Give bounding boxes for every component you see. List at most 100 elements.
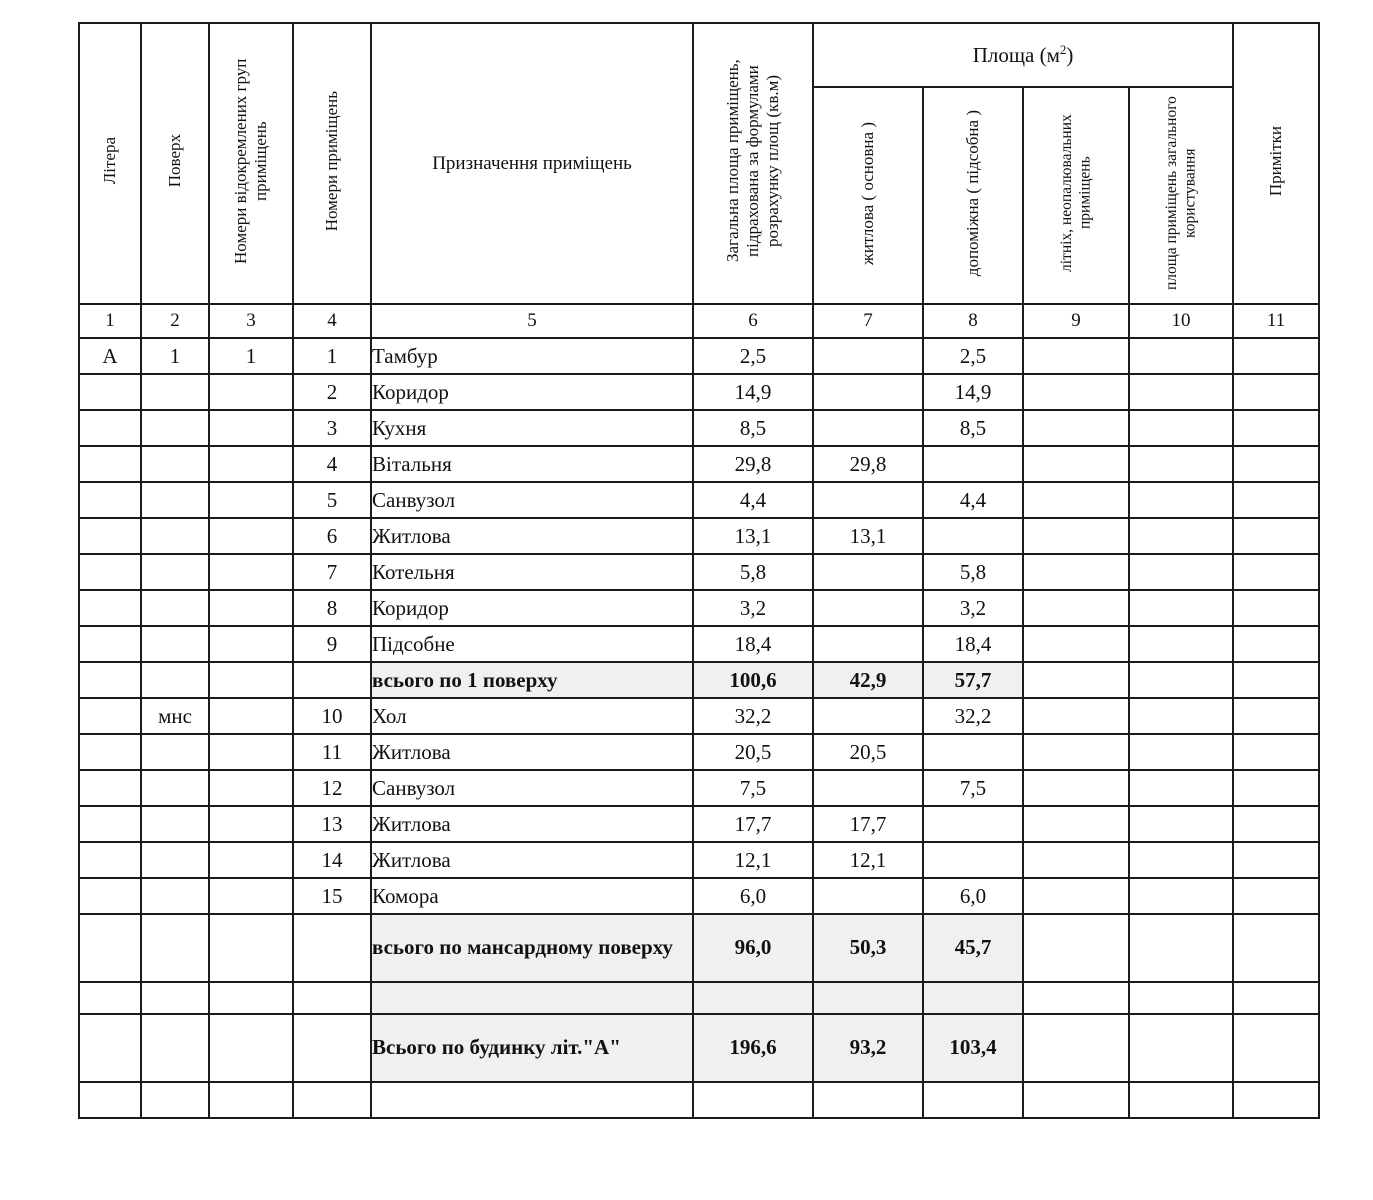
- cell-notes: [1232, 769, 1321, 807]
- header-area-group-sup: 2: [1059, 42, 1067, 57]
- cell-room-num: 6: [292, 517, 372, 555]
- cell-summer: [1022, 805, 1130, 843]
- cell-purpose: Хол: [370, 697, 694, 735]
- cell-living: [812, 981, 924, 1015]
- colnum-7: 7: [812, 303, 924, 339]
- cell-living: [812, 553, 924, 591]
- cell-total-area: 32,2: [692, 697, 814, 735]
- cell-notes: [1232, 517, 1321, 555]
- cell-summer: [1022, 697, 1130, 735]
- cell-total-area: 14,9: [692, 373, 814, 411]
- cell-auxiliary: 14,9: [922, 373, 1024, 411]
- cell-common: [1127, 733, 1235, 771]
- cell-litera: [78, 981, 142, 1015]
- cell-summer: [1022, 913, 1130, 983]
- cell-common: [1127, 337, 1235, 375]
- cell-auxiliary: 18,4: [922, 625, 1024, 663]
- cell-poverh: [140, 553, 210, 591]
- cell-purpose: [370, 981, 694, 1015]
- cell-common: [1127, 481, 1235, 519]
- table-row: 12 Санвузол 7,5 7,5: [78, 769, 1321, 807]
- header-auxiliary-label: допоміжна ( підсобна ): [962, 109, 982, 277]
- cell-auxiliary: 4,4: [922, 481, 1024, 519]
- cell-purpose: всього по мансардному поверху: [370, 913, 694, 983]
- cell-living: [812, 409, 924, 447]
- cell-litera: [78, 661, 142, 699]
- cell-group-num: [208, 877, 294, 915]
- cell-summer: [1022, 769, 1130, 807]
- cell-auxiliary: 3,2: [922, 589, 1024, 627]
- cell-notes: [1232, 337, 1321, 375]
- cell-living: 29,8: [812, 445, 924, 483]
- colnum-2: 2: [140, 303, 210, 339]
- header-total-area: Загальна площа приміщень, підрахована за…: [692, 22, 814, 305]
- cell-notes: [1232, 553, 1321, 591]
- cell-litera: [78, 409, 142, 447]
- cell-room-num: 10: [292, 697, 372, 735]
- cell-auxiliary: 6,0: [922, 877, 1024, 915]
- cell-living: [812, 1081, 924, 1119]
- cell-purpose: Комора: [370, 877, 694, 915]
- cell-poverh: [140, 913, 210, 983]
- cell-auxiliary: 7,5: [922, 769, 1024, 807]
- cell-summer: [1022, 373, 1130, 411]
- cell-room-num: 13: [292, 805, 372, 843]
- cell-total-area: [692, 1081, 814, 1119]
- header-summer-label: літніх, неопалювальних приміщень: [1057, 114, 1093, 272]
- header-room-numbers-label: Номери приміщень: [321, 90, 341, 232]
- cell-common: [1127, 625, 1235, 663]
- cell-purpose: Коридор: [370, 589, 694, 627]
- cell-summer: [1022, 409, 1130, 447]
- cell-notes: [1232, 733, 1321, 771]
- cell-purpose: Котельня: [370, 553, 694, 591]
- cell-poverh: [140, 981, 210, 1015]
- cell-notes: [1232, 913, 1321, 983]
- header-row-sub: житлова ( основна ) допоміжна ( підсобна…: [79, 86, 1319, 305]
- cell-living: [812, 589, 924, 627]
- cell-purpose: Житлова: [370, 517, 694, 555]
- cell-summer: [1022, 445, 1130, 483]
- cell-group-num: [208, 841, 294, 879]
- cell-purpose: Житлова: [370, 841, 694, 879]
- cell-litera: [78, 589, 142, 627]
- cell-notes: [1232, 697, 1321, 735]
- cell-auxiliary: 45,7: [922, 913, 1024, 983]
- cell-poverh: [140, 661, 210, 699]
- cell-auxiliary: [922, 981, 1024, 1015]
- cell-auxiliary: [922, 733, 1024, 771]
- cell-notes: [1232, 1013, 1321, 1083]
- cell-litera: [78, 733, 142, 771]
- cell-purpose: Санвузол: [370, 769, 694, 807]
- cell-litera: [78, 517, 142, 555]
- header-area-group-tail: ): [1066, 43, 1074, 67]
- table-body: А 1 1 1 Тамбур 2,5 2,5 2 Коридор 14,9 14,9 3 Кухня 8,…: [78, 337, 1321, 1119]
- cell-poverh: [140, 481, 210, 519]
- cell-common: [1127, 409, 1235, 447]
- table-row: 9 Підсобне 18,4 18,4: [78, 625, 1321, 663]
- cell-living: 17,7: [812, 805, 924, 843]
- cell-poverh: [140, 445, 210, 483]
- cell-summer: [1022, 517, 1130, 555]
- cell-room-num: 9: [292, 625, 372, 663]
- header-poverh-label: Поверх: [164, 134, 184, 188]
- cell-purpose: Підсобне: [370, 625, 694, 663]
- cell-poverh: [140, 733, 210, 771]
- cell-litera: [78, 373, 142, 411]
- cell-group-num: [208, 913, 294, 983]
- cell-notes: [1232, 805, 1321, 843]
- cell-group-num: [208, 517, 294, 555]
- cell-poverh: [140, 517, 210, 555]
- cell-notes: [1232, 1081, 1321, 1119]
- cell-room-num: 14: [292, 841, 372, 879]
- cell-poverh: [140, 841, 210, 879]
- cell-living: [812, 481, 924, 519]
- colnum-4: 4: [292, 303, 372, 339]
- cell-group-num: [208, 481, 294, 519]
- cell-room-num: [292, 661, 372, 699]
- cell-notes: [1232, 661, 1321, 699]
- cell-living: [812, 877, 924, 915]
- cell-group-num: [208, 625, 294, 663]
- cell-living: [812, 625, 924, 663]
- cell-room-num: 4: [292, 445, 372, 483]
- cell-common: [1127, 1013, 1235, 1083]
